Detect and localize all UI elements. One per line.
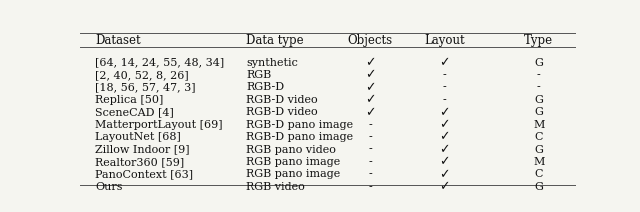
Text: ✓: ✓ [439,56,450,69]
Text: ✓: ✓ [439,118,450,131]
Text: M: M [533,120,545,130]
Text: ✓: ✓ [439,155,450,168]
Text: -: - [537,70,541,80]
Text: -: - [443,95,447,105]
Text: RGB video: RGB video [246,182,305,192]
Text: -: - [443,70,447,80]
Text: G: G [534,182,543,192]
Text: Realtor360 [59]: Realtor360 [59] [95,157,184,167]
Text: RGB-D: RGB-D [246,82,284,92]
Text: -: - [368,145,372,155]
Text: ✓: ✓ [439,180,450,193]
Text: RGB: RGB [246,70,271,80]
Text: C: C [534,169,543,179]
Text: PanoContext [63]: PanoContext [63] [95,169,193,179]
Text: ✓: ✓ [439,131,450,144]
Text: ✓: ✓ [365,68,376,82]
Text: -: - [368,169,372,179]
Text: ✓: ✓ [439,143,450,156]
Text: Replica [50]: Replica [50] [95,95,163,105]
Text: G: G [534,145,543,155]
Text: RGB pano image: RGB pano image [246,169,340,179]
Text: RGB-D pano image: RGB-D pano image [246,132,353,142]
Text: LayoutNet [68]: LayoutNet [68] [95,132,180,142]
Text: M: M [533,157,545,167]
Text: SceneCAD [4]: SceneCAD [4] [95,107,173,117]
Text: synthetic: synthetic [246,58,298,68]
Text: -: - [537,82,541,92]
Text: RGB-D video: RGB-D video [246,107,318,117]
Text: G: G [534,95,543,105]
Text: G: G [534,58,543,68]
Text: -: - [443,82,447,92]
Text: [2, 40, 52, 8, 26]: [2, 40, 52, 8, 26] [95,70,189,80]
Text: -: - [368,120,372,130]
Text: C: C [534,132,543,142]
Text: MatterportLayout [69]: MatterportLayout [69] [95,120,223,130]
Text: RGB-D video: RGB-D video [246,95,318,105]
Text: [64, 14, 24, 55, 48, 34]: [64, 14, 24, 55, 48, 34] [95,58,224,68]
Text: Ours: Ours [95,182,122,192]
Text: Dataset: Dataset [95,34,141,47]
Text: RGB pano image: RGB pano image [246,157,340,167]
Text: Zillow Indoor [9]: Zillow Indoor [9] [95,145,189,155]
Text: ✓: ✓ [365,81,376,94]
Text: ✓: ✓ [439,106,450,119]
Text: Type: Type [524,34,554,47]
Text: ✓: ✓ [439,168,450,181]
Text: ✓: ✓ [365,93,376,106]
Text: [18, 56, 57, 47, 3]: [18, 56, 57, 47, 3] [95,82,195,92]
Text: ✓: ✓ [365,56,376,69]
Text: Layout: Layout [424,34,465,47]
Text: ✓: ✓ [365,106,376,119]
Text: RGB pano video: RGB pano video [246,145,336,155]
Text: -: - [368,182,372,192]
Text: RGB-D pano image: RGB-D pano image [246,120,353,130]
Text: Objects: Objects [348,34,393,47]
Text: -: - [368,132,372,142]
Text: -: - [368,157,372,167]
Text: G: G [534,107,543,117]
Text: Data type: Data type [246,34,304,47]
